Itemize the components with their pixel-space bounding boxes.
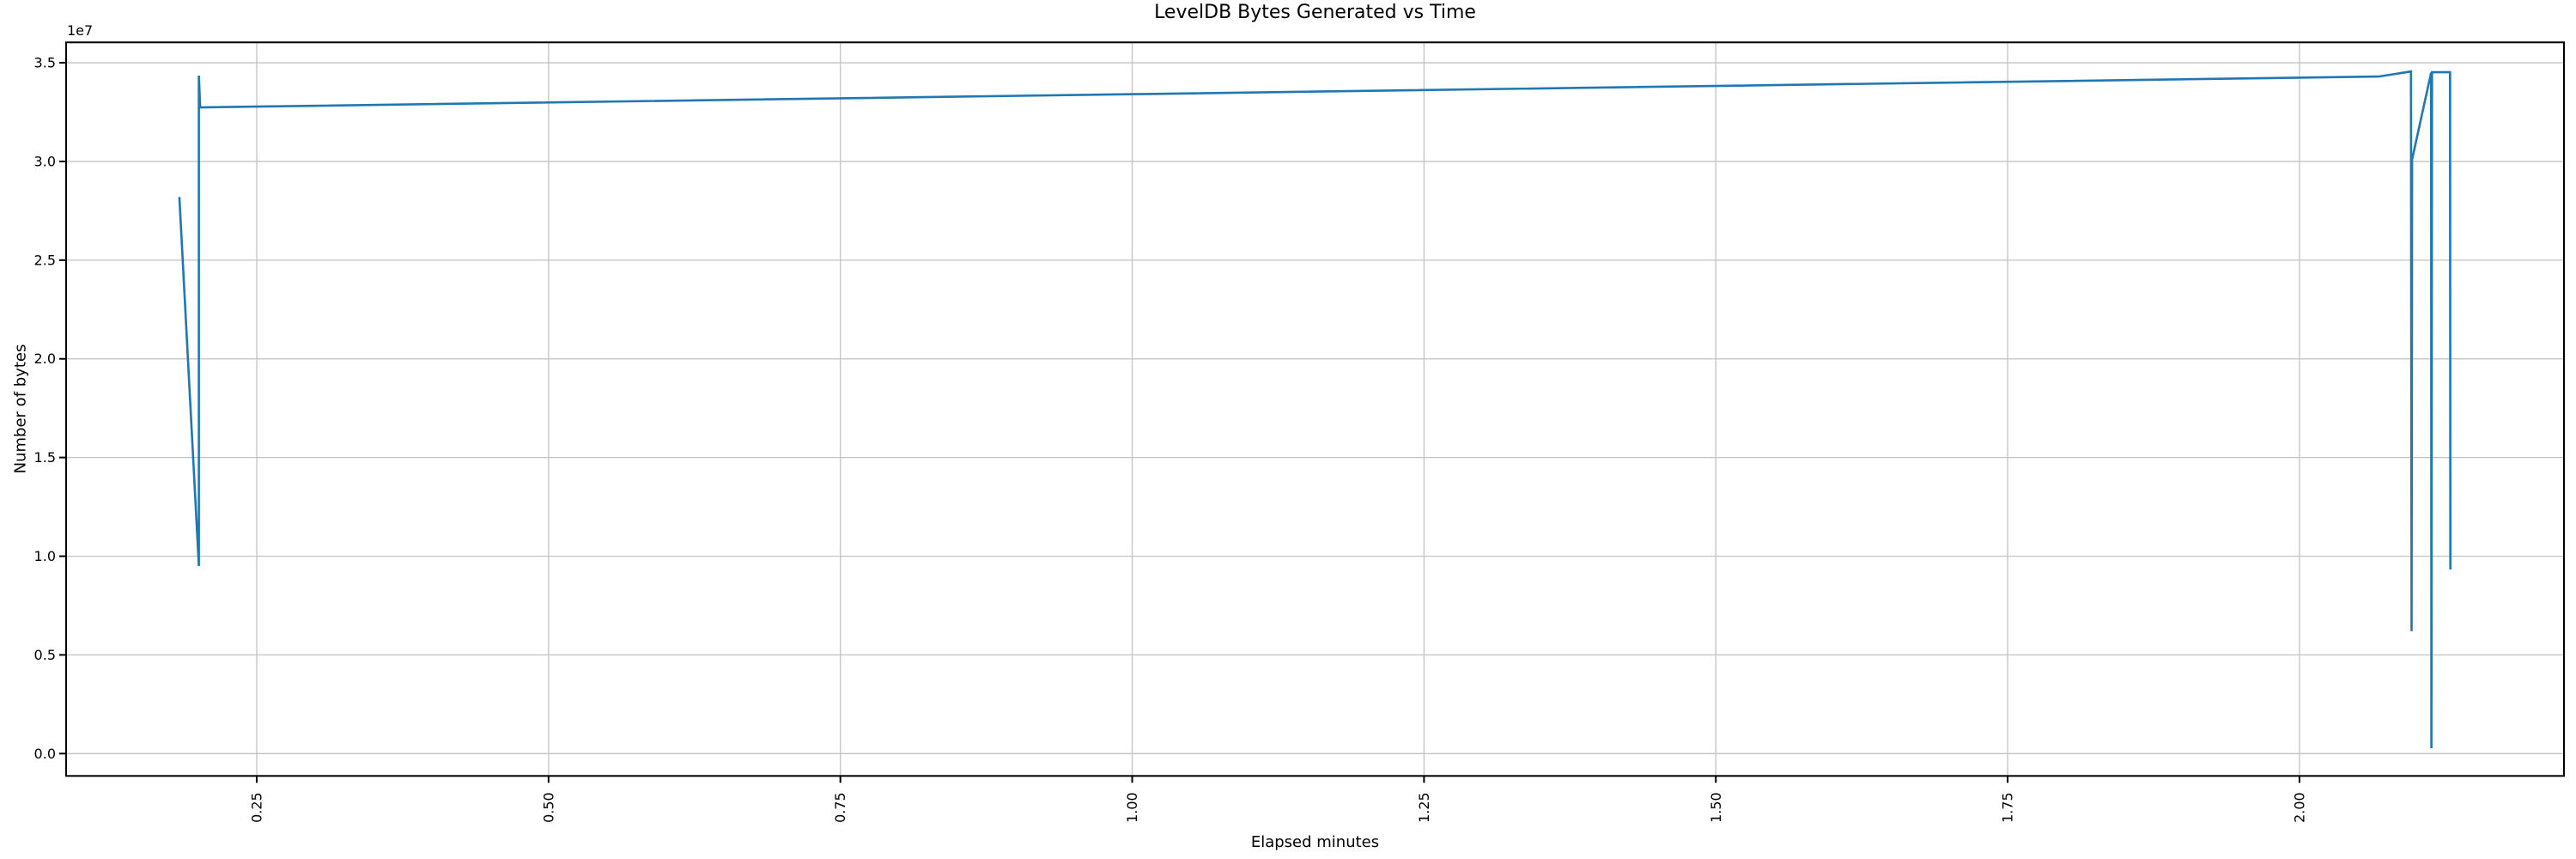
axes-background (66, 42, 2564, 777)
x-tick-label: 1.00 (1124, 792, 1140, 823)
x-tick-label: 1.50 (1708, 792, 1724, 823)
chart-title: LevelDB Bytes Generated vs Time (1154, 2, 1476, 23)
y-tick-label: 1.5 (34, 449, 56, 466)
x-axis-label: Elapsed minutes (1250, 833, 1380, 851)
x-tick-label: 0.25 (248, 792, 264, 823)
y-tick-label: 2.0 (34, 350, 56, 367)
y-tick-label: 2.5 (34, 252, 56, 268)
x-tick-label: 0.50 (540, 792, 556, 823)
y-axis-offset-label: 1e7 (67, 22, 94, 39)
x-tick-label: 2.00 (2291, 792, 2307, 823)
y-tick-label: 3.0 (34, 153, 56, 169)
y-tick-label: 0.5 (34, 647, 56, 663)
x-tick-label: 0.75 (832, 792, 848, 823)
x-tick-label: 1.75 (2000, 792, 2016, 823)
y-axis-label: Number of bytes (11, 344, 30, 474)
axes-spines (65, 41, 2565, 777)
data-line-bytes-generated (178, 70, 2451, 749)
y-tick-label: 0.0 (34, 746, 56, 762)
x-tick-label: 1.25 (1416, 792, 1432, 823)
y-tick-label: 1.0 (34, 548, 56, 564)
y-tick-label: 3.5 (34, 55, 56, 71)
